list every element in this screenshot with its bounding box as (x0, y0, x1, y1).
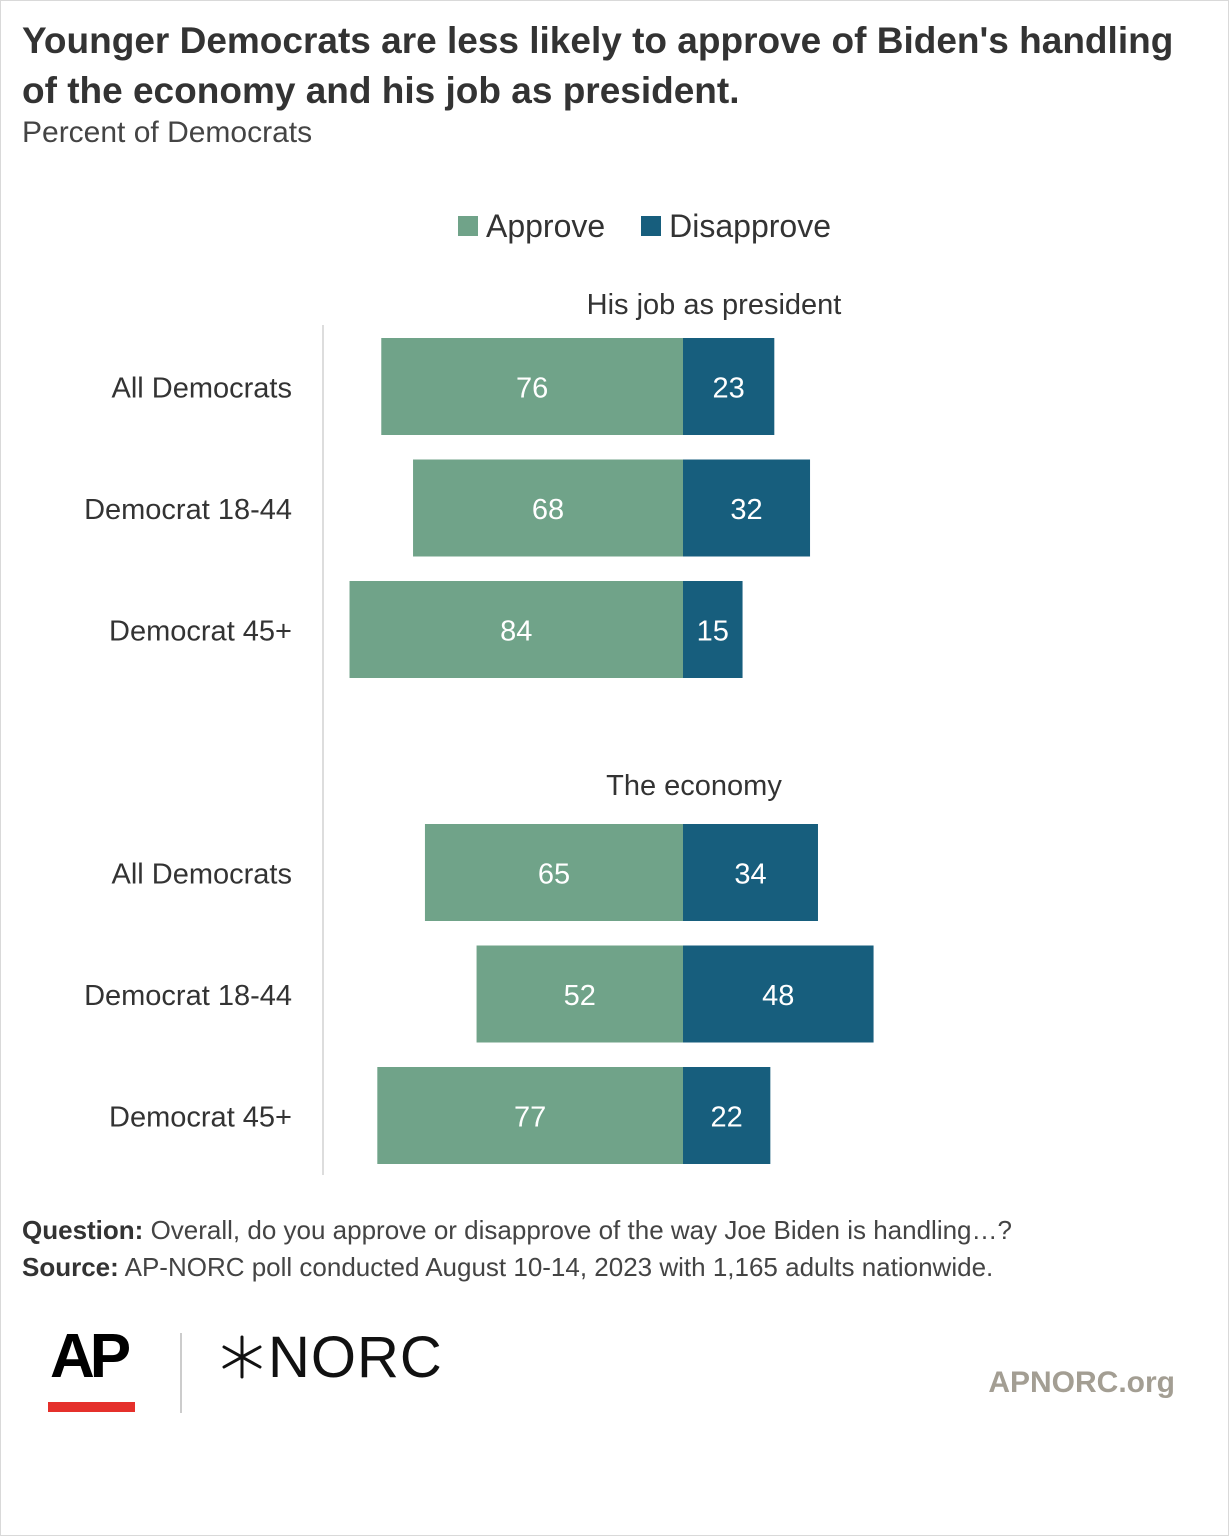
bar-disapprove (683, 945, 874, 1043)
norc-logo-text: NORC (268, 1324, 443, 1390)
source-label: Source: (22, 1252, 119, 1282)
chart-title: Younger Democrats are less likely to app… (22, 20, 1174, 111)
bar-approve (476, 945, 683, 1043)
data-label-disapprove: 22 (711, 1102, 743, 1134)
logo-divider (180, 1333, 182, 1413)
bar-approve (381, 338, 683, 435)
data-label-disapprove: 34 (734, 859, 766, 891)
panel-title: His job as president (587, 289, 842, 321)
bar-disapprove (683, 459, 811, 557)
bar-approve (349, 581, 683, 678)
data-label-approve: 68 (532, 494, 564, 526)
ap-logo: AP (48, 1326, 136, 1414)
data-label-approve: 77 (514, 1102, 546, 1134)
legend-swatch-disapprove (641, 216, 662, 236)
category-label: Democrat 18-44 (84, 494, 292, 526)
data-label-approve: 65 (538, 859, 570, 891)
question-label: Question: (22, 1215, 144, 1245)
site-link[interactable]: APNORC.org (988, 1366, 1175, 1399)
category-label: All Democrats (112, 373, 293, 405)
bar-disapprove (683, 824, 818, 921)
legend-item-approve: Approve (457, 204, 606, 248)
data-label-disapprove: 15 (697, 616, 729, 648)
source-line: Source: AP-NORC poll conducted August 10… (22, 1249, 1212, 1286)
question-line: Question: Overall, do you approve or dis… (22, 1212, 1212, 1249)
legend: Approve Disapprove (0, 204, 1229, 248)
bar-approve (377, 1067, 683, 1164)
bar-approve (413, 459, 683, 557)
category-label: Democrat 45+ (109, 616, 292, 648)
chart-area: His job as president All Democrats 76 23 Dem… (84, 289, 874, 1175)
data-label-approve: 52 (564, 980, 596, 1012)
legend-label-disapprove: Disapprove (669, 207, 832, 244)
category-label: Democrat 45+ (109, 1102, 292, 1134)
data-label-disapprove: 32 (730, 494, 762, 526)
bar-disapprove (683, 581, 743, 678)
chart-subtitle: Percent of Democrats (22, 116, 313, 149)
footer: Question: Overall, do you approve or dis… (22, 1212, 1212, 1286)
data-label-approve: 84 (500, 616, 532, 648)
ap-logo-underline (48, 1402, 135, 1412)
legend-item-disapprove: Disapprove (641, 204, 831, 248)
data-label-disapprove: 23 (713, 373, 745, 405)
question-text: Overall, do you approve or disapprove of… (143, 1215, 1012, 1245)
data-label-approve: 76 (516, 373, 548, 405)
bar-approve (424, 824, 683, 921)
norc-logo: NORC (220, 1322, 443, 1392)
data-label-disapprove: 48 (762, 980, 794, 1012)
legend-label-approve: Approve (485, 207, 606, 244)
norc-star-icon (222, 1335, 262, 1379)
panel-title: The economy (606, 770, 782, 802)
bar-disapprove (683, 1067, 771, 1164)
source-text: AP-NORC poll conducted August 10-14, 202… (118, 1252, 994, 1282)
ap-logo-text: AP (50, 1322, 131, 1391)
legend-swatch-approve (457, 216, 478, 236)
category-label: All Democrats (112, 859, 293, 891)
bar-disapprove (683, 338, 775, 435)
category-label: Democrat 18-44 (84, 980, 292, 1012)
